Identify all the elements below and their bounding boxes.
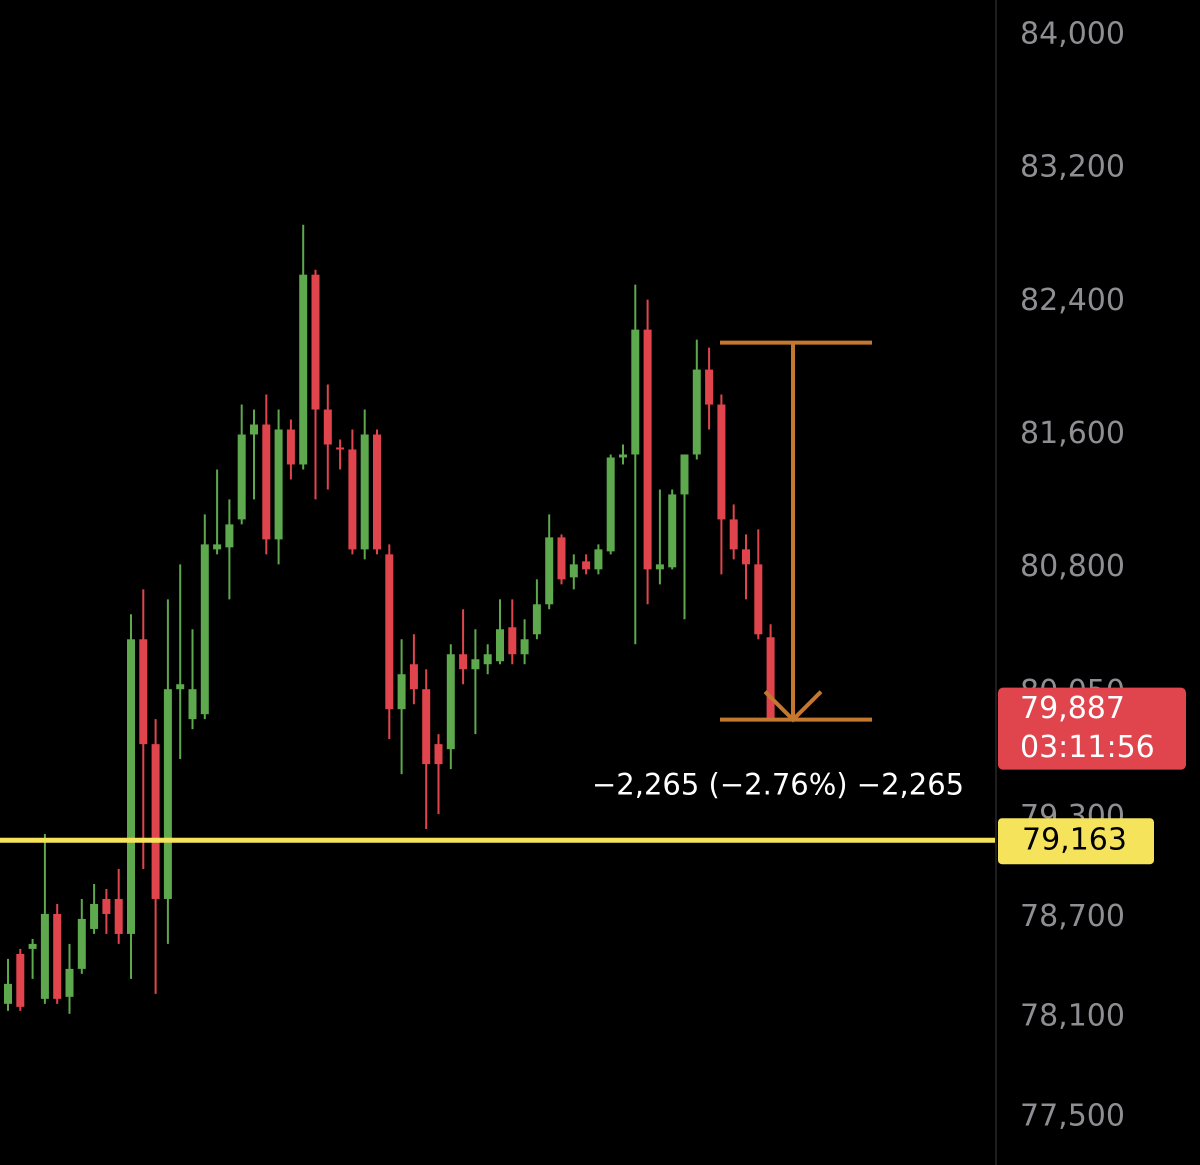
candle-body	[754, 564, 763, 635]
candle-body	[373, 434, 381, 550]
candle-body	[385, 554, 394, 710]
y-tick-label: 78,700	[1020, 899, 1125, 934]
candle-body	[28, 943, 37, 949]
candle-body	[582, 561, 591, 570]
candle-body	[237, 434, 246, 520]
candle-body	[286, 429, 295, 465]
candle-body	[409, 664, 418, 690]
y-tick-label: 80,800	[1020, 549, 1125, 584]
candle-body	[619, 454, 627, 458]
candle-body	[274, 429, 283, 540]
candle-body	[299, 274, 308, 465]
price-label: 79,887	[1020, 691, 1125, 726]
candle-body	[471, 659, 480, 670]
candle-body	[446, 654, 455, 750]
candle-body	[151, 744, 160, 899]
candle-body	[422, 689, 431, 765]
candle-body	[729, 519, 738, 550]
candle-body	[311, 274, 320, 410]
candle-body	[16, 953, 25, 1007]
candle-body	[496, 629, 504, 662]
candle-body	[569, 564, 578, 578]
candle-body	[139, 639, 148, 745]
candle-body	[742, 549, 750, 565]
candle-body	[606, 457, 615, 552]
candle-body	[127, 639, 135, 934]
candle-body	[163, 689, 172, 899]
candle-body	[176, 684, 185, 690]
candle-body	[40, 913, 49, 999]
candle-body	[262, 424, 271, 540]
price-countdown: 03:11:56	[1020, 730, 1155, 765]
candle-body	[766, 637, 775, 720]
y-tick-label: 83,200	[1020, 150, 1125, 185]
candle-body	[336, 447, 345, 450]
candle-body	[459, 654, 468, 670]
plot-area: −2,265 (−2.76%) −2,265	[4, 224, 964, 1014]
y-tick-label: 81,600	[1020, 416, 1125, 451]
candle-body	[114, 898, 123, 934]
candle-body	[717, 404, 726, 520]
candle-body	[532, 604, 541, 635]
candle-body	[77, 918, 86, 969]
candle-body	[643, 329, 652, 570]
candle-body	[348, 449, 357, 550]
candle-body	[225, 524, 234, 548]
candle-body	[434, 744, 443, 765]
level-label: 79,163	[1022, 823, 1127, 858]
candle-body	[102, 898, 111, 914]
candle-body	[4, 983, 12, 1004]
candle-body	[323, 409, 332, 445]
candle-body	[397, 674, 406, 710]
candle-body	[594, 549, 603, 570]
y-tick-label: 82,400	[1020, 283, 1125, 318]
candle-body	[213, 544, 222, 550]
y-tick-label: 78,100	[1020, 999, 1125, 1034]
candle-body	[631, 329, 640, 455]
candle-body	[90, 903, 99, 929]
price-badge	[998, 687, 1186, 770]
candle-body	[483, 654, 492, 665]
candle-body	[508, 627, 517, 655]
y-tick-label: 84,000	[1020, 16, 1125, 51]
candle-body	[668, 494, 677, 568]
candle-body	[557, 537, 566, 580]
candle-body	[360, 434, 369, 550]
measure-label: −2,265 (−2.76%) −2,265	[592, 768, 964, 802]
candle-body	[680, 454, 689, 495]
candle-body	[200, 544, 209, 715]
candle-body	[188, 689, 197, 720]
candle-body	[53, 913, 62, 999]
candle-body	[520, 639, 529, 655]
candle-body	[250, 424, 258, 435]
candle-body	[655, 564, 664, 570]
candle-body	[705, 369, 714, 405]
y-tick-label: 77,500	[1020, 1099, 1125, 1134]
candle-body	[692, 369, 701, 455]
candle-body	[545, 537, 554, 605]
measure-arrowhead	[763, 690, 823, 723]
candle-body	[65, 968, 74, 997]
level-badge	[998, 818, 1154, 865]
